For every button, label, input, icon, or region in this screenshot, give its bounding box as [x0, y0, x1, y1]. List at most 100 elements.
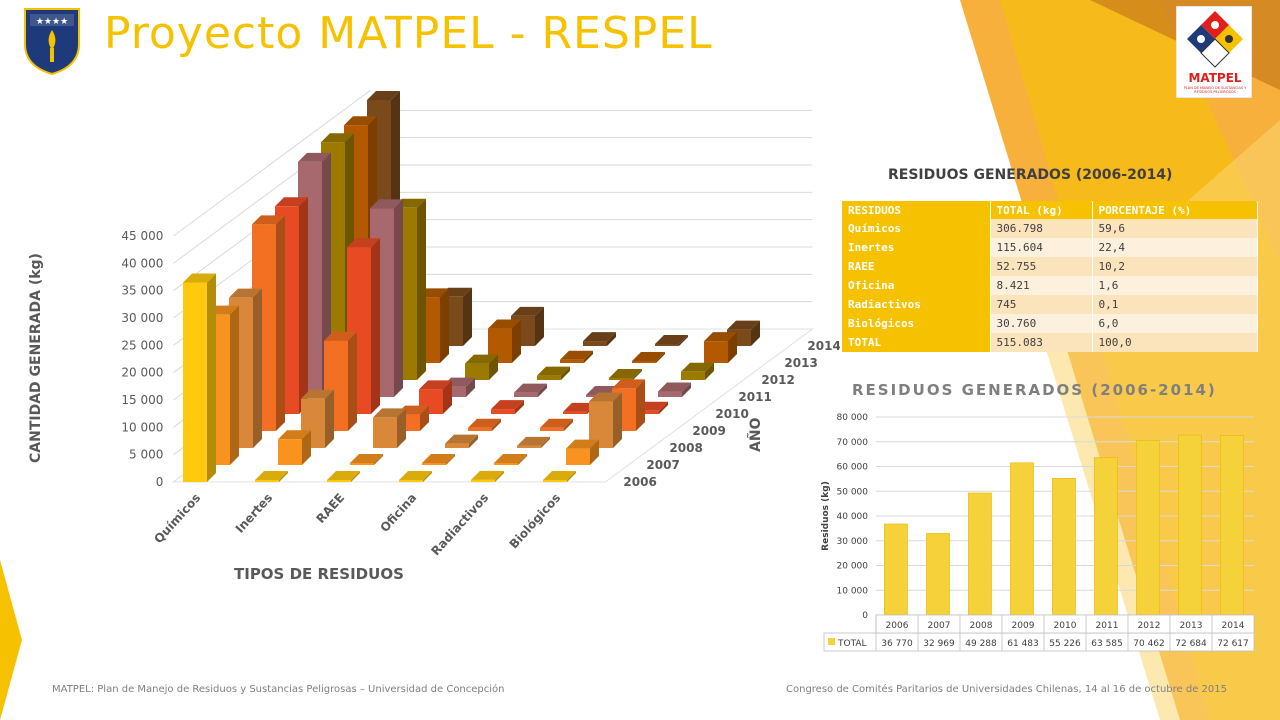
chart3d-bar-side: [751, 320, 760, 346]
table-cell: 515.083: [990, 333, 1093, 352]
chart3d-bar-side: [489, 354, 498, 380]
chart3d-bar-front: [350, 463, 374, 465]
chart3d-bar-top: [344, 116, 377, 126]
chart3d-bar-side: [348, 331, 357, 431]
chart2d-value-label: 36 770: [881, 639, 913, 649]
chart2d-xtick-label: 2007: [928, 621, 951, 631]
chart3d-bar-side: [230, 305, 239, 465]
chart2d-value-label: 63 585: [1091, 639, 1123, 649]
chart3d-bar-top: [566, 439, 599, 449]
chart3d-ytick-label: 5 000: [129, 448, 163, 462]
chart2d-bar: [968, 492, 992, 616]
chart3d-bar-top: [298, 152, 331, 162]
chart3d-bar-side: [276, 215, 285, 431]
chart3d-bar-front: [422, 463, 446, 465]
chart3d-bar: [278, 430, 311, 465]
chart3d-bar-side: [397, 408, 406, 448]
table-header-porcentaje: PORCENTAJE (%): [1092, 201, 1258, 219]
bar-chart-title: RESIDUOS GENERADOS (2006-2014): [852, 381, 1217, 399]
chart2d-value-label: 72 617: [1217, 639, 1249, 649]
chart3d-bar: [583, 332, 616, 346]
chart2d-ytick-label: 60 000: [837, 463, 869, 473]
chart3d-bar-front: [491, 409, 515, 414]
chart3d-bar: [399, 471, 432, 482]
table-title: RESIDUOS GENERADOS (2006-2014): [888, 167, 1173, 183]
chart3d-bar-top: [655, 335, 688, 344]
chart3d-bar-front: [465, 363, 489, 380]
chart3d-ytick-label: 10 000: [121, 420, 163, 434]
page-title: Proyecto MATPEL - RESPEL: [104, 8, 713, 59]
chart3d-bar-side: [590, 439, 599, 465]
chart2d-xtick-label: 2014: [1222, 621, 1245, 631]
chart-2d-total: 0 10 000 20 000 30 000 40 000 50 000 60 000 70 …: [821, 413, 1255, 652]
chart3d-bar-top: [612, 379, 645, 389]
chart3d-bar: [471, 470, 504, 482]
chart3d-bar-top: [321, 133, 354, 143]
chart3d-year-label: 2010: [715, 407, 748, 421]
chart3d-bar-side: [469, 434, 478, 448]
chart3d-bar: [566, 439, 599, 465]
chart3d-bar-front: [471, 479, 495, 482]
chart3d-ytick-label: 45 000: [121, 229, 163, 243]
chart3d-bar-front: [445, 443, 469, 448]
chart3d-bar: [327, 471, 360, 482]
chart3d-bar-top: [517, 436, 550, 446]
chart3d-bar-front: [373, 417, 397, 448]
chart3d-gridline: [173, 90, 372, 237]
chart3d-bar-front: [655, 344, 679, 346]
table-cell: RAEE: [842, 257, 991, 276]
table-cell: 22,4: [1092, 238, 1258, 257]
chart3d-bar-side: [728, 332, 737, 363]
chart2d-ytick-label: 80 000: [837, 413, 869, 423]
hazard-diamond-icon: [1187, 11, 1243, 68]
chart3d-bar-side: [495, 470, 504, 482]
chart3d-bar-side: [279, 471, 288, 482]
chart3d-category-label: Oficina: [377, 491, 419, 535]
chart3d-bar-side: [535, 306, 544, 346]
chart3d-bar-top: [350, 454, 383, 463]
chart3d-bar-side: [351, 471, 360, 482]
chart3d-bar-side: [466, 377, 475, 397]
chart3d-bar-top: [563, 402, 596, 412]
chart3d-bar-side: [656, 352, 665, 363]
table-header-residuos: RESIDUOS: [842, 201, 991, 219]
chart3d-bar: [609, 369, 642, 380]
chart3d-bar-top: [422, 454, 455, 463]
chart3d-bar-side: [512, 319, 521, 363]
chart3d-bar-front: [563, 411, 587, 414]
chart3d-bar-front: [560, 359, 584, 363]
chart3d-bar-front: [468, 427, 492, 431]
chart2d-bar: [1010, 462, 1034, 616]
chart3d-bar-top: [347, 238, 380, 248]
chart3d-bar: [347, 238, 380, 414]
chart3d-ytick-label: 20 000: [121, 366, 163, 380]
chart3d-bar: [445, 434, 478, 448]
chart3d-bar-front: [566, 448, 590, 465]
table-cell: Químicos: [842, 219, 991, 238]
chart2d-xtick-label: 2006: [886, 621, 909, 631]
chart3d-bar-top: [465, 354, 498, 364]
chart3d-bar-front: [543, 480, 567, 482]
chart3d-bar-side: [607, 332, 616, 346]
chart3d-bar-side: [322, 152, 331, 397]
table-cell: Radiactivos: [842, 295, 991, 314]
chart3d-bar-top: [275, 197, 308, 207]
chart3d-bar-top: [301, 389, 334, 399]
chart3d-bar-side: [518, 454, 527, 465]
table-header-total: TOTAL (kg): [990, 201, 1093, 219]
chart3d-bar: [183, 273, 216, 482]
chart3d-year-label: 2013: [784, 356, 817, 370]
table-row: RAEE 52.755 10,2: [842, 257, 1258, 276]
table-row: Inertes 115.604 22,4: [842, 238, 1258, 257]
chart3d-ytick-label: 0: [156, 475, 164, 489]
chart3d-bar-front: [704, 341, 728, 363]
matpel-logo: MATPEL PLAN DE MANEJO DE SUSTANCIAS Y RE…: [1176, 6, 1252, 98]
chart2d-value-label: 72 684: [1175, 639, 1207, 649]
chart3d-bar-side: [567, 471, 576, 482]
residuos-table: RESIDUOS TOTAL (kg) PORCENTAJE (%) Quími…: [842, 201, 1258, 352]
chart3d-bar-top: [419, 380, 452, 390]
footer-left: MATPEL: Plan de Manejo de Residuos y Sus…: [52, 684, 505, 695]
table-cell: 115.604: [990, 238, 1093, 257]
chart3d-bar-top: [511, 306, 544, 316]
chart3d-bar-front: [537, 375, 561, 380]
